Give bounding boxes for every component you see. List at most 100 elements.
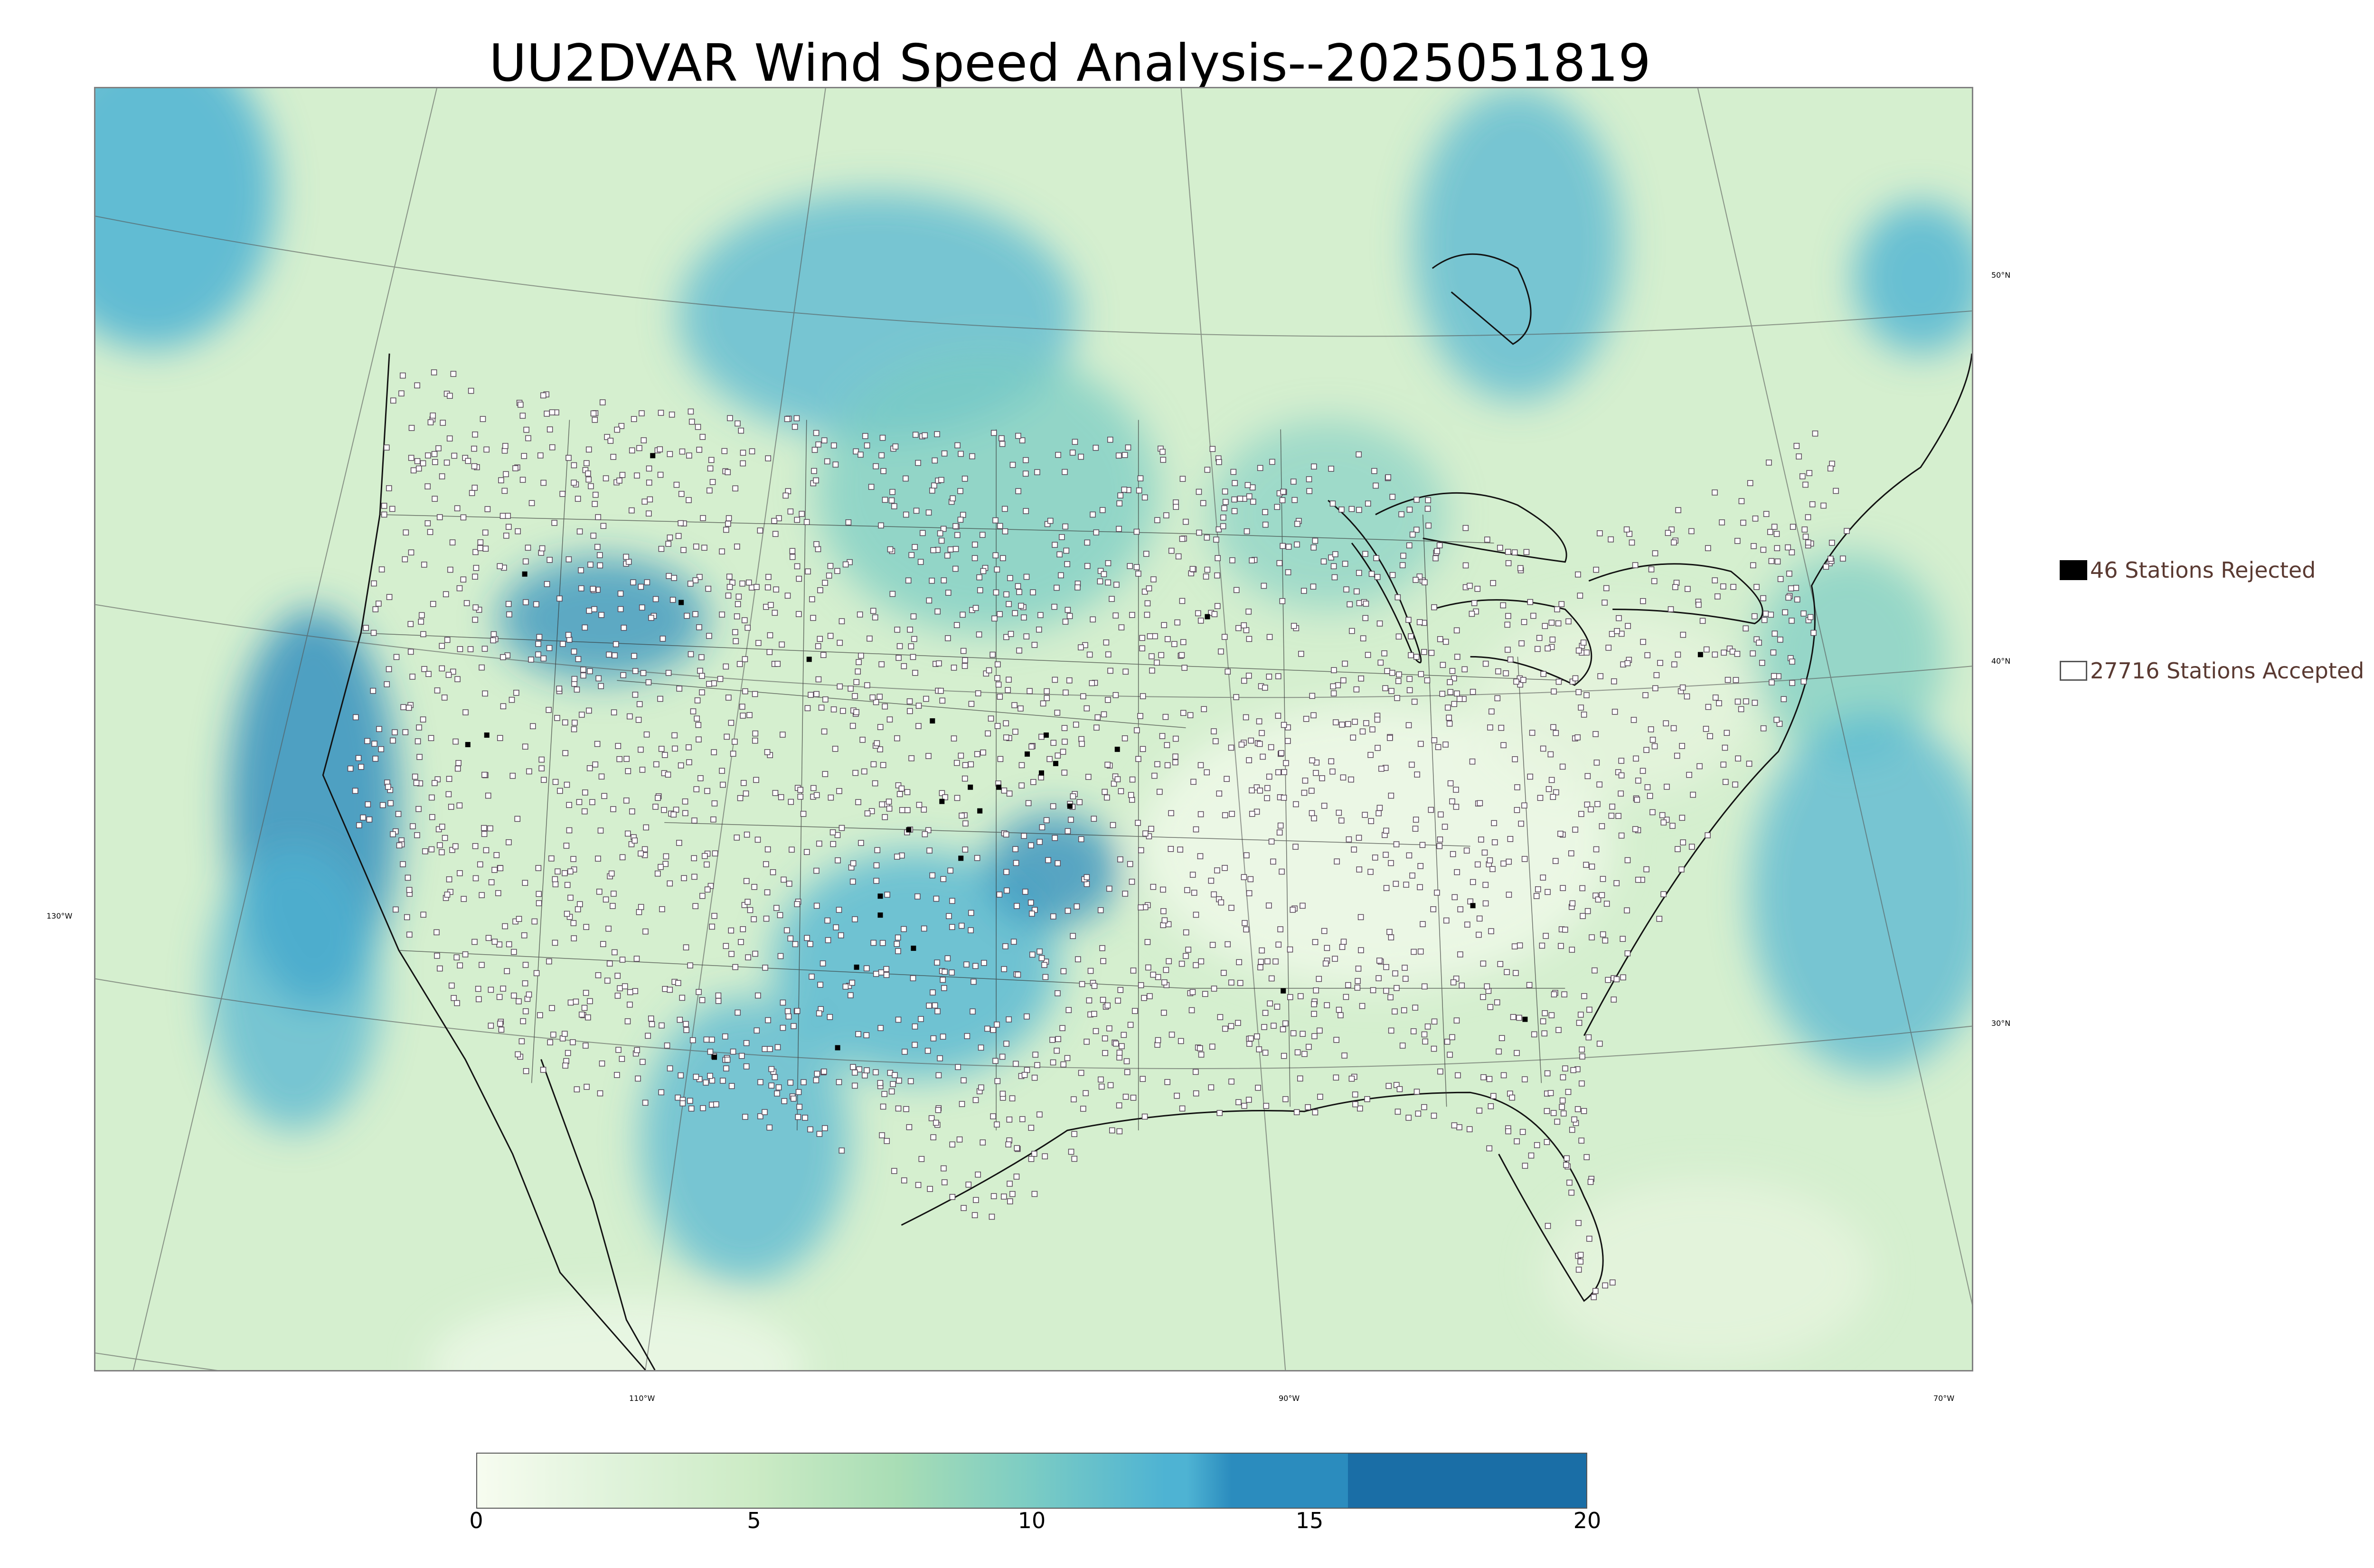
station-accepted-marker: [1402, 965, 1408, 971]
station-accepted-marker: [1671, 661, 1677, 667]
station-accepted-marker: [889, 591, 896, 597]
station-accepted-marker: [881, 1091, 887, 1097]
station-accepted-marker: [1660, 891, 1667, 897]
station-accepted-marker: [598, 683, 604, 689]
station-accepted-marker: [1583, 692, 1590, 698]
station-accepted-marker: [1456, 1124, 1462, 1130]
station-accepted-marker: [1785, 544, 1791, 551]
station-accepted-marker: [385, 784, 391, 790]
station-accepted-marker: [1127, 563, 1133, 569]
station-accepted-marker: [895, 655, 902, 661]
station-accepted-marker: [642, 1099, 649, 1106]
station-accepted-marker: [896, 1078, 902, 1084]
station-accepted-marker: [1268, 975, 1275, 982]
station-accepted-marker: [625, 768, 631, 774]
station-accepted-marker: [1459, 982, 1465, 989]
station-accepted-marker: [669, 412, 675, 418]
station-accepted-marker: [1184, 887, 1190, 893]
station-accepted-marker: [930, 1134, 936, 1140]
station-accepted-marker: [548, 855, 555, 862]
station-accepted-marker: [1007, 1198, 1013, 1204]
station-accepted-marker: [877, 746, 883, 752]
station-accepted-marker: [1222, 1025, 1228, 1032]
station-accepted-marker: [641, 846, 648, 853]
station-accepted-marker: [415, 806, 422, 812]
station-accepted-marker: [1119, 1043, 1125, 1050]
station-accepted-marker: [1138, 904, 1144, 911]
station-accepted-marker: [1012, 846, 1018, 852]
station-accepted-marker: [528, 657, 534, 663]
station-accepted-marker: [1357, 1105, 1363, 1112]
station-rejected-marker: [806, 657, 812, 662]
station-accepted-marker: [449, 982, 455, 989]
station-accepted-marker: [1611, 709, 1618, 715]
station-accepted-marker: [1287, 994, 1293, 1000]
station-accepted-marker: [1022, 889, 1028, 895]
station-accepted-marker: [1274, 504, 1281, 510]
station-accepted-marker: [521, 932, 528, 939]
station-accepted-marker: [824, 458, 830, 465]
station-accepted-marker: [1116, 1128, 1123, 1135]
station-accepted-marker: [1413, 577, 1419, 583]
station-accepted-marker: [1419, 842, 1426, 848]
station-accepted-marker: [901, 1177, 907, 1183]
station-accepted-marker: [454, 505, 461, 511]
station-accepted-marker: [1275, 941, 1281, 948]
station-accepted-marker: [1424, 677, 1431, 684]
station-accepted-marker: [882, 814, 888, 820]
station-accepted-marker: [753, 777, 759, 783]
station-accepted-marker: [1609, 803, 1615, 810]
station-accepted-marker: [813, 430, 820, 436]
station-accepted-marker: [1476, 915, 1483, 922]
station-accepted-marker: [884, 1138, 890, 1144]
station-accepted-marker: [610, 806, 616, 812]
station-accepted-marker: [564, 911, 570, 917]
station-accepted-marker: [888, 1088, 895, 1095]
station-accepted-marker: [1103, 639, 1110, 646]
station-accepted-marker: [638, 850, 644, 857]
station-accepted-marker: [1147, 633, 1153, 639]
station-accepted-marker: [1017, 705, 1024, 712]
station-accepted-marker: [780, 1024, 786, 1031]
station-accepted-marker: [1747, 480, 1753, 486]
station-accepted-marker: [533, 970, 540, 976]
station-rejected-marker: [835, 1045, 840, 1051]
station-accepted-marker: [735, 1009, 741, 1016]
station-accepted-marker: [430, 601, 436, 607]
station-accepted-marker: [1618, 790, 1624, 797]
station-accepted-marker: [384, 681, 390, 687]
station-accepted-marker: [837, 639, 843, 646]
station-accepted-marker: [1577, 592, 1583, 599]
station-accepted-marker: [773, 905, 780, 911]
station-accepted-marker: [392, 729, 398, 735]
station-accepted-marker: [1354, 985, 1361, 991]
station-accepted-marker: [736, 661, 743, 667]
station-accepted-marker: [728, 951, 735, 957]
station-accepted-marker: [639, 410, 645, 416]
station-accepted-marker: [707, 1073, 713, 1079]
station-accepted-marker: [1820, 502, 1827, 509]
station-accepted-marker: [1309, 757, 1315, 763]
station-accepted-marker: [1013, 1061, 1019, 1067]
lon-label-70: 70°W: [1933, 1394, 1955, 1403]
station-accepted-marker: [1268, 838, 1275, 845]
station-accepted-marker: [571, 479, 577, 486]
station-accepted-marker: [1146, 585, 1152, 592]
station-accepted-marker: [460, 514, 467, 521]
station-accepted-marker: [1656, 916, 1663, 922]
station-accepted-marker: [815, 676, 822, 683]
station-accepted-marker: [1488, 708, 1495, 715]
station-accepted-marker: [418, 619, 424, 625]
station-accepted-marker: [1032, 1052, 1038, 1058]
station-accepted-marker: [1285, 738, 1291, 744]
station-accepted-marker: [434, 687, 441, 694]
station-accepted-marker: [1545, 786, 1552, 792]
station-accepted-marker: [516, 998, 522, 1005]
station-accepted-marker: [792, 941, 799, 948]
station-accepted-marker: [1154, 659, 1160, 666]
station-accepted-marker: [723, 943, 729, 949]
station-accepted-marker: [1214, 867, 1220, 873]
station-accepted-marker: [589, 799, 595, 805]
station-accepted-marker: [636, 445, 642, 451]
station-accepted-marker: [1417, 884, 1423, 891]
